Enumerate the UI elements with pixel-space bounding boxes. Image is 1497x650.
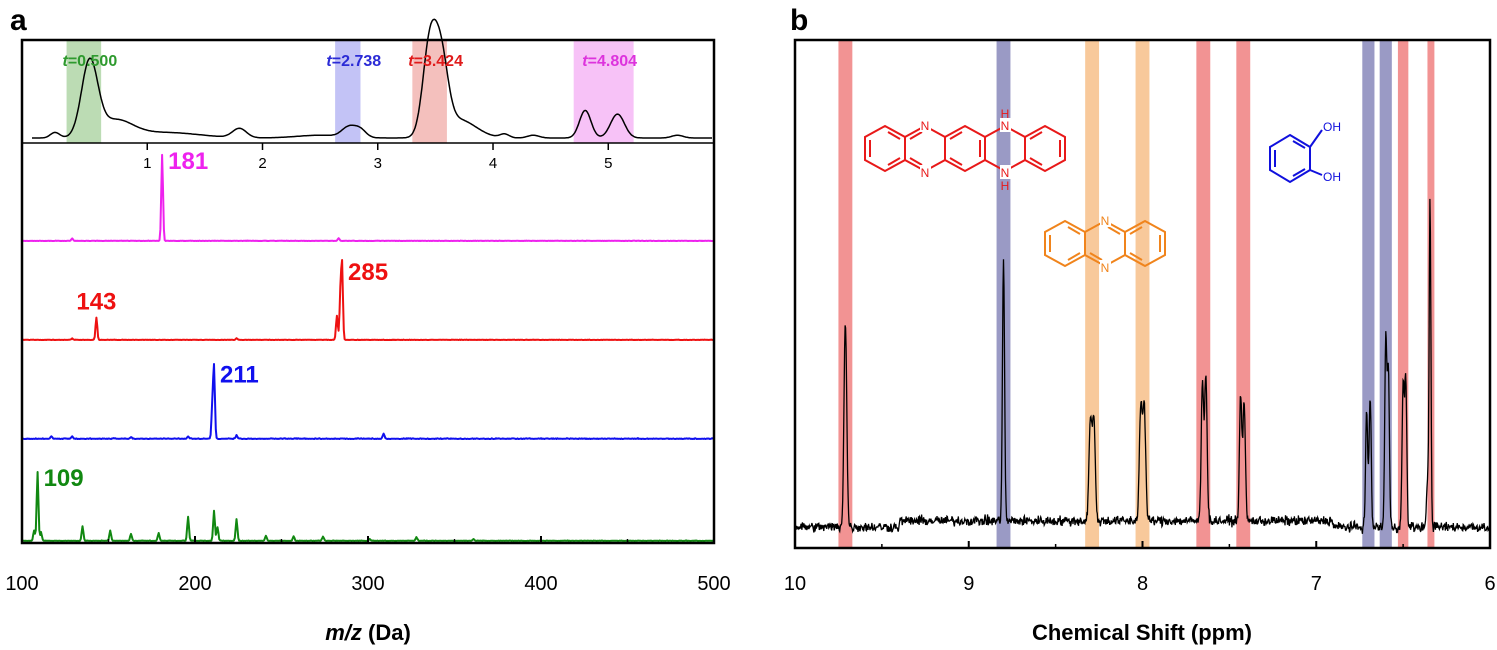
svg-text:N: N — [921, 166, 930, 180]
ppm-axis-ticks: 10 9 8 7 6 — [784, 541, 1496, 595]
svg-text:N: N — [1101, 261, 1110, 275]
chromatogram-x-ticks: 1 2 3 4 5 — [143, 143, 612, 172]
mass-spectra-peak-labels: 181 285 211 109 143 — [44, 148, 389, 492]
mz-tick-label-1: 200 — [178, 573, 211, 595]
svg-text:N: N — [1001, 119, 1010, 133]
nmr-band-2 — [1085, 41, 1100, 547]
nmr-trace — [794, 198, 1491, 534]
svg-text:N: N — [1101, 214, 1110, 228]
region-label-0: t=0.500 — [63, 53, 118, 70]
chromatogram-regions — [66, 41, 634, 143]
nmr-highlight-bands — [838, 41, 1435, 547]
spectrum-series-181 — [21, 153, 715, 242]
peak-label-143: 143 — [76, 289, 116, 316]
nmr-band-3 — [1135, 41, 1150, 547]
mz-tick-label-3: 400 — [524, 573, 557, 595]
nmr-band-0 — [838, 41, 853, 547]
spectrum-series-211 — [21, 363, 715, 440]
region-label-1: t=2.738 — [326, 53, 381, 70]
nmr-line — [794, 198, 1491, 534]
ppm-tick-label-2: 8 — [1137, 573, 1148, 595]
catechol-structure — [1269, 129, 1323, 184]
chrom-tick-label-2: 3 — [374, 155, 382, 172]
chromatogram-region-3 — [573, 41, 634, 143]
chrom-tick-label-1: 2 — [258, 155, 266, 172]
chrom-tick-label-3: 4 — [489, 155, 497, 172]
mz-tick-label-4: 500 — [697, 573, 730, 595]
ppm-tick-label-1: 9 — [963, 573, 974, 595]
chromatogram-region-0 — [66, 41, 102, 143]
svg-text:H: H — [1001, 179, 1010, 193]
ppm-tick-label-0: 10 — [784, 573, 806, 595]
mass-spectra-series — [21, 153, 715, 542]
mz-axis-ticks: 100 200 300 400 500 — [5, 536, 731, 595]
chromatogram-region-2 — [412, 41, 447, 143]
svg-text:N: N — [1001, 166, 1010, 180]
svg-text:N: N — [921, 119, 930, 133]
catechol-structure-atoms: OH OH — [1323, 120, 1341, 184]
region-label-3: t=4.804 — [582, 53, 637, 70]
mz-tick-label-2: 300 — [351, 573, 384, 595]
panel-a-letter: a — [10, 4, 27, 37]
chromatogram-line — [32, 18, 712, 139]
peak-label-181: 181 — [168, 148, 208, 175]
svg-text:H: H — [1001, 107, 1010, 121]
region-label-2: t=3.424 — [408, 53, 463, 70]
svg-text:OH: OH — [1323, 120, 1341, 134]
nmr-band-8 — [1397, 41, 1409, 547]
panel-b-letter: b — [790, 4, 808, 37]
phenazine-structure-atoms: N N — [1100, 213, 1111, 275]
panel-b-nmr-spectrum: 10 9 8 7 6 Chemical Shift (ppm) — [784, 38, 1496, 645]
chrom-tick-label-4: 5 — [604, 155, 612, 172]
panel-a-mass-spectra: 1 2 3 4 5 t=0.500 t=2.738 t=3.424 t=4.804 181 28… — [5, 18, 731, 645]
dihydro-diazapentacene-structure — [864, 124, 1066, 173]
mz-axis-title: m/z (Da) — [325, 620, 411, 645]
spectrum-series-109 — [21, 471, 715, 542]
ppm-tick-label-3: 7 — [1311, 573, 1322, 595]
peak-label-109: 109 — [44, 465, 84, 492]
dihydro-structure-atoms: N N H N N H — [920, 107, 1011, 193]
chromatogram-trace — [22, 18, 714, 144]
mz-tick-label-0: 100 — [5, 573, 38, 595]
chrom-tick-label-0: 1 — [143, 155, 151, 172]
peak-label-285: 285 — [348, 259, 388, 286]
ppm-tick-label-4: 6 — [1484, 573, 1495, 595]
nmr-band-6 — [1362, 41, 1375, 547]
peak-label-211: 211 — [220, 361, 259, 388]
chromatogram-region-labels: t=0.500 t=2.738 t=3.424 t=4.804 — [63, 53, 638, 70]
spectrum-series-285 — [21, 259, 715, 341]
ppm-axis-title: Chemical Shift (ppm) — [1032, 620, 1252, 645]
svg-text:OH: OH — [1323, 170, 1341, 184]
